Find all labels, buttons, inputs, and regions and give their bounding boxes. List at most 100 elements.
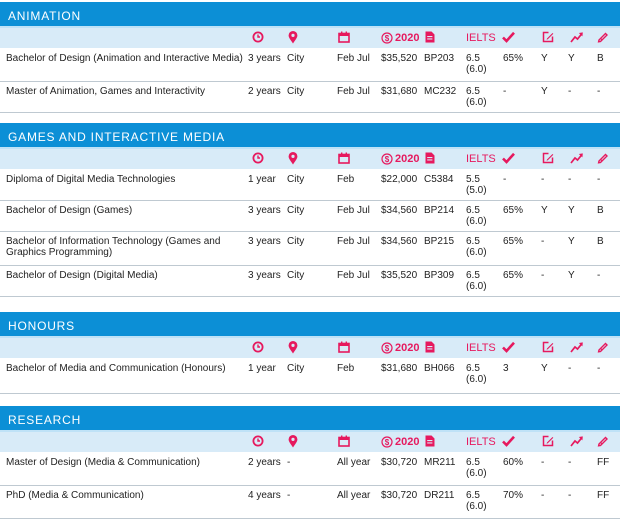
ielts-overall: 6.5: [466, 490, 480, 501]
fee-header: $2020: [381, 31, 419, 45]
trending-arrow-icon: [570, 31, 584, 43]
ielts-overall: 5.5: [466, 174, 480, 185]
location-cell: City: [287, 236, 305, 247]
section-honours: HONOURS $2020 IELTS Bachelor of Media and…: [0, 312, 620, 394]
table-row: Bachelor of Information Technology (Game…: [0, 232, 620, 266]
section-title: HONOURS: [0, 312, 620, 338]
pathway-cell: -: [568, 174, 572, 185]
ielts-overall: 6.5: [466, 363, 480, 374]
icon-header-row: $2020 IELTS: [0, 432, 620, 453]
duration-cell: 4 years: [248, 490, 281, 501]
fee-cell: $34,560: [381, 236, 418, 247]
ielts-score: 6.5 (6.0): [466, 490, 487, 512]
prerequisites-cell: Y: [541, 363, 548, 374]
location-pin-icon: [288, 152, 298, 165]
fee-cell: $34,560: [381, 205, 418, 216]
ielts-header: IELTS: [466, 153, 496, 165]
ielts-overall: 6.5: [466, 86, 480, 97]
fee-year-label: 2020: [395, 342, 420, 354]
calendar-icon: [338, 341, 350, 353]
ielts-header: IELTS: [466, 342, 496, 354]
ielts-score: 5.5 (5.0): [466, 174, 487, 196]
intake-cell: All year: [337, 457, 371, 468]
program-name: PhD (Media & Communication): [6, 490, 144, 501]
atar-cell: -: [503, 174, 507, 185]
program-name: Diploma of Digital Media Technologies: [6, 174, 176, 185]
ielts-overall: 6.5: [466, 53, 480, 64]
checkmark-icon: [502, 341, 515, 353]
table-row: Diploma of Digital Media Technologies 1 y…: [0, 170, 620, 201]
location-cell: City: [287, 270, 305, 281]
trending-arrow-icon: [570, 435, 584, 447]
program-code: BP309: [424, 270, 455, 281]
atar-cell: 65%: [503, 236, 524, 247]
ielts-score: 6.5 (6.0): [466, 270, 487, 292]
portfolio-cell: -: [597, 174, 601, 185]
program-code: BP214: [424, 205, 455, 216]
atar-cell: 3: [503, 363, 509, 374]
document-icon: [425, 341, 435, 353]
prerequisites-cell: -: [541, 270, 545, 281]
section-title: ANIMATION: [0, 2, 620, 28]
program-name: Bachelor of Design (Animation and Intera…: [6, 53, 243, 64]
fee-cell: $30,720: [381, 457, 418, 468]
prerequisites-cell: Y: [541, 205, 548, 216]
document-icon: [425, 152, 435, 164]
dollar-circle-icon: $: [381, 436, 393, 448]
dollar-circle-icon: $: [381, 153, 393, 165]
pathway-cell: Y: [568, 53, 575, 64]
portfolio-cell: -: [597, 86, 601, 97]
atar-cell: 65%: [503, 270, 524, 281]
portfolio-cell: B: [597, 236, 604, 247]
location-cell: City: [287, 363, 305, 374]
intake-cell: All year: [337, 490, 371, 501]
atar-cell: 70%: [503, 490, 524, 501]
section-animation: ANIMATION $2020 IELTS Bachelor of Design …: [0, 2, 620, 113]
portfolio-cell: B: [597, 53, 604, 64]
ielts-score: 6.5 (6.0): [466, 53, 487, 75]
clock-icon: [252, 435, 264, 447]
intake-cell: Feb Jul: [337, 205, 370, 216]
ielts-band-min: (6.0): [466, 64, 487, 75]
svg-text:$: $: [385, 438, 390, 447]
atar-cell: -: [503, 86, 507, 97]
pathway-cell: -: [568, 490, 572, 501]
ielts-overall: 6.5: [466, 270, 480, 281]
ielts-score: 6.5 (6.0): [466, 457, 487, 479]
location-cell: -: [287, 490, 291, 501]
intake-cell: Feb Jul: [337, 236, 370, 247]
icon-header-row: $2020 IELTS: [0, 338, 620, 359]
duration-cell: 3 years: [248, 205, 281, 216]
section-title: GAMES AND INTERACTIVE MEDIA: [0, 123, 620, 149]
table-row: Master of Animation, Games and Interacti…: [0, 82, 620, 113]
location-cell: City: [287, 174, 305, 185]
duration-cell: 2 years: [248, 86, 281, 97]
intake-cell: Feb: [337, 174, 355, 185]
program-name: Bachelor of Design (Games): [6, 205, 133, 216]
checkmark-icon: [502, 152, 515, 164]
checkmark-icon: [502, 435, 515, 447]
edit-icon: [542, 341, 554, 353]
duration-cell: 1 year: [248, 363, 276, 374]
program-code: BP203: [424, 53, 455, 64]
fee-cell: $35,520: [381, 270, 418, 281]
prerequisites-cell: -: [541, 490, 545, 501]
calendar-icon: [338, 31, 350, 43]
program-code: BH066: [424, 363, 455, 374]
prerequisites-cell: -: [541, 236, 545, 247]
pencil-icon: [597, 341, 609, 353]
pencil-icon: [597, 435, 609, 447]
program-code: C5384: [424, 174, 454, 185]
document-icon: [425, 435, 435, 447]
table-row: Bachelor of Design (Games) 3 years City Feb…: [0, 201, 620, 232]
fee-cell: $30,720: [381, 490, 418, 501]
program-name: Bachelor of Media and Communication (Hon…: [6, 363, 226, 374]
table-row: Bachelor of Media and Communication (Hon…: [0, 359, 620, 394]
ielts-band-min: (6.0): [466, 501, 487, 512]
ielts-score: 6.5 (6.0): [466, 86, 487, 108]
location-cell: City: [287, 205, 305, 216]
fee-cell: $31,680: [381, 363, 418, 374]
icon-header-row: $2020 IELTS: [0, 28, 620, 49]
program-code: MC232: [424, 86, 457, 97]
intake-cell: Feb: [337, 363, 355, 374]
